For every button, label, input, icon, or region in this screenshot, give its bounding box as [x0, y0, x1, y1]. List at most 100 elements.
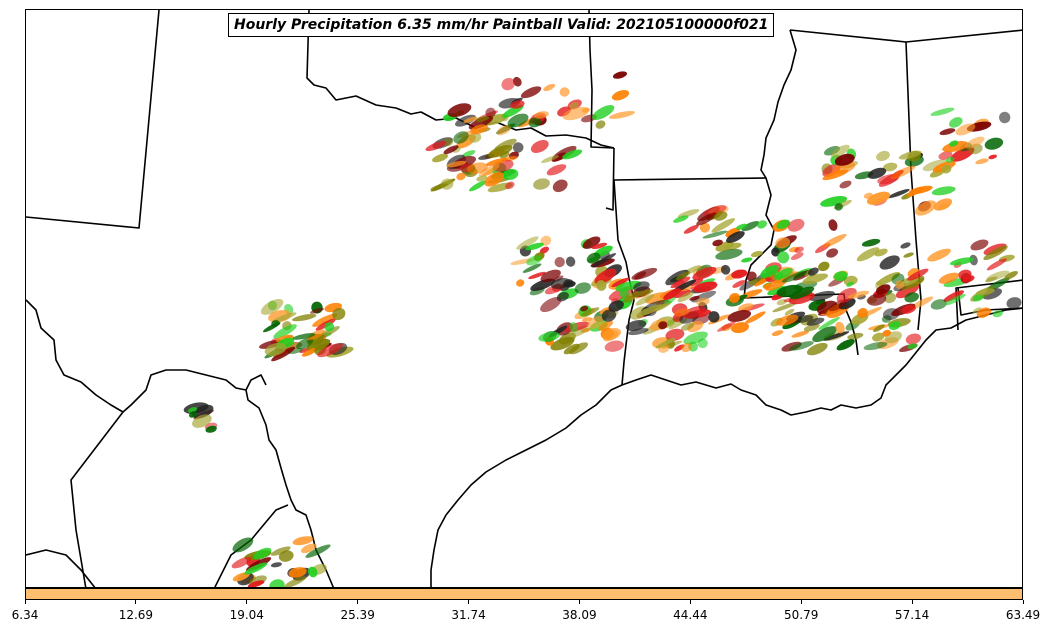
precip-paintball [950, 146, 975, 162]
precip-paintball [317, 326, 340, 339]
precip-paintball [915, 200, 937, 216]
precip-paintball [791, 330, 809, 338]
precip-paintball [776, 219, 791, 229]
colorbar-tick-label: 63.49 [1005, 608, 1041, 622]
precip-paintball [717, 321, 736, 332]
precip-paintball [456, 172, 466, 181]
precip-paintball [984, 137, 1004, 150]
precip-paintball [790, 252, 804, 261]
precip-paintball [820, 196, 848, 207]
precip-paintball [731, 269, 748, 279]
precip-paintball [677, 209, 700, 218]
precip-paintball [533, 178, 550, 190]
precip-paintball [676, 271, 691, 281]
precip-paintball [474, 116, 490, 122]
precip-paintball [530, 139, 549, 154]
precip-paintball [750, 250, 763, 258]
precip-paintball [626, 289, 654, 298]
precip-paintball [231, 556, 252, 569]
precip-paintball [884, 292, 897, 304]
precip-paintball [949, 140, 959, 147]
precip-paintball [696, 212, 717, 226]
precip-paintball [781, 270, 808, 283]
precip-paintball [430, 183, 448, 191]
precip-paintball [501, 77, 515, 91]
precip-paintball [847, 332, 864, 340]
precip-paintball [520, 86, 542, 99]
precip-paintball [528, 271, 546, 280]
precip-paintball [741, 221, 760, 232]
precip-paintball [569, 322, 578, 333]
precip-paintball [975, 288, 995, 296]
precip-paintball [969, 254, 978, 266]
precip-paintball [835, 321, 845, 334]
precip-paintball [949, 257, 975, 266]
precip-paintball [505, 181, 515, 190]
precip-paintball [882, 162, 898, 172]
precip-paintball [677, 291, 694, 303]
precip-paintball [307, 566, 318, 578]
precip-paintball [972, 307, 982, 314]
precip-paintball [882, 329, 891, 337]
precip-paintball [976, 307, 992, 318]
precip-paintball [942, 140, 969, 153]
colorbar-tick-label: 38.09 [562, 608, 597, 622]
precip-paintball [818, 261, 830, 272]
precip-paintball [512, 76, 522, 87]
precip-paintball [507, 113, 529, 128]
precip-paintball [608, 110, 635, 119]
precip-paintball [683, 224, 699, 234]
precip-paintball [760, 265, 779, 279]
map-panel [25, 9, 1023, 588]
precip-paintball [478, 164, 500, 177]
precip-paintball [724, 242, 742, 251]
precip-paintball [922, 159, 948, 172]
precip-paintball [806, 317, 825, 326]
colorbar-tick-mark [246, 600, 248, 604]
precip-paintball [875, 284, 891, 295]
precip-paintball [611, 277, 630, 288]
precip-paintball [711, 218, 736, 233]
precip-paintball [847, 290, 870, 299]
precip-paintball [726, 231, 745, 243]
precip-paintball [856, 247, 880, 262]
precip-paintball [270, 562, 282, 568]
precip-paintball [284, 576, 307, 587]
precip-paintball [731, 322, 749, 334]
precip-paintball [736, 223, 748, 230]
colorbar-tick-mark [689, 600, 691, 604]
precip-paintball [332, 307, 346, 321]
state-boundary-tn [789, 29, 1022, 43]
precip-paintball [655, 338, 676, 349]
precip-paintball [962, 275, 975, 283]
precip-paintball [269, 579, 285, 587]
precip-paintball [905, 333, 922, 345]
precip-paintball [296, 337, 314, 350]
precip-paintball [526, 255, 542, 266]
precip-paintball [983, 245, 1008, 261]
precip-paintball [306, 338, 331, 352]
precip-paintball [863, 341, 888, 351]
precip-paintball [808, 267, 819, 276]
precip-paintball [887, 189, 910, 199]
mexico-state-line-1 [70, 411, 124, 587]
precip-paintball [702, 230, 728, 239]
precip-paintball [775, 314, 799, 326]
precip-paintball [806, 342, 828, 356]
precip-paintball [818, 316, 840, 330]
colorbar-tick-label: 6.34 [11, 608, 39, 622]
precip-paintball [275, 334, 293, 343]
precip-paintball [192, 414, 212, 428]
precip-paintball [988, 154, 997, 160]
precip-paintball [559, 87, 570, 97]
precip-paintball [443, 145, 459, 155]
precip-paintball [432, 153, 449, 163]
precip-paintball [775, 237, 791, 249]
colorbar-tick-label: 12.69 [118, 608, 154, 622]
precip-paintball [591, 253, 617, 268]
precip-paintball [691, 290, 717, 303]
precip-paintball [872, 332, 885, 342]
precip-paintball [488, 144, 513, 158]
colorbar [25, 588, 1023, 600]
precip-paintball [874, 248, 888, 257]
